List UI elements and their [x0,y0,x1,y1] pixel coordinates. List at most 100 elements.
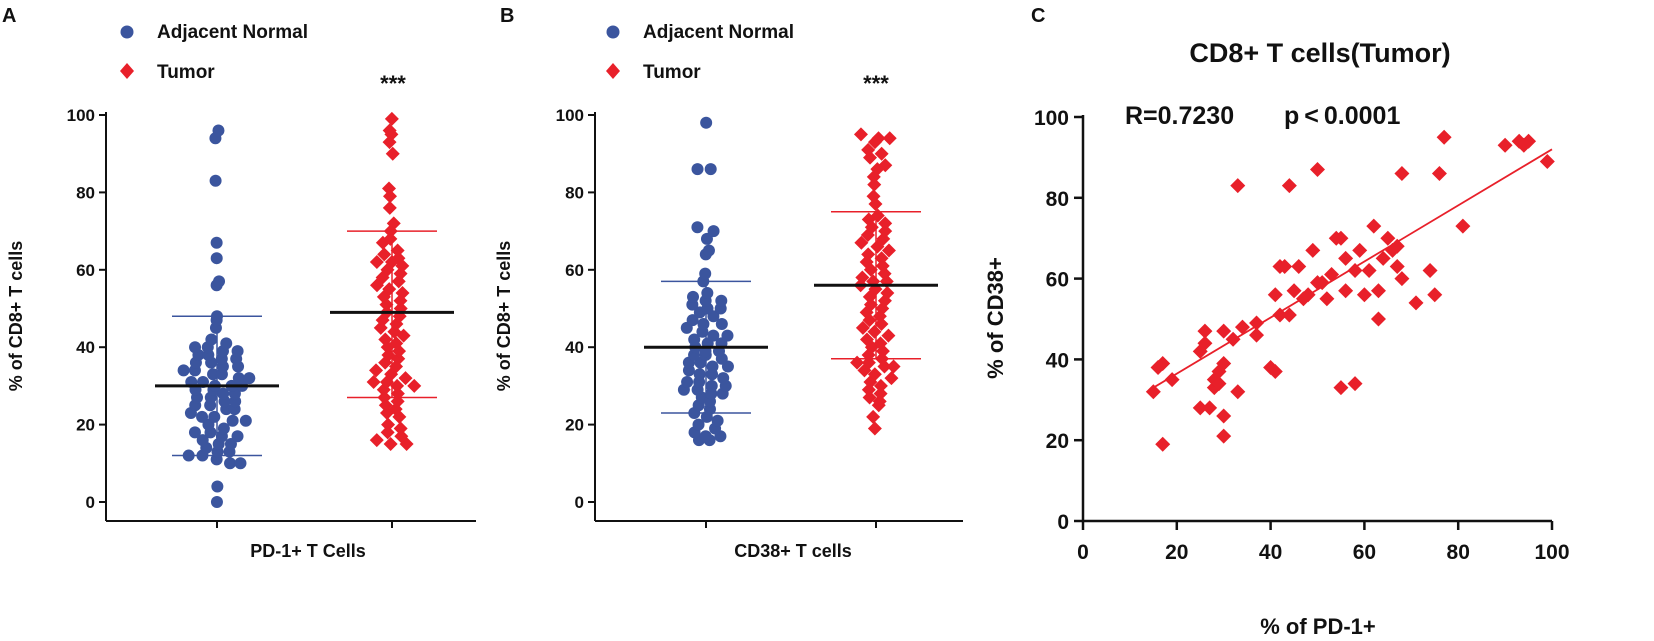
data-point-normal-a [210,310,223,323]
data-point-tumor-c [1436,129,1452,145]
data-point-tumor-b [855,320,870,335]
data-point-tumor-a [382,123,397,138]
x-tick-label-c: 100 [1534,541,1569,564]
panel-a: A Adjacent Normal Tumor *** 0 20 40 60 80 100… [2,5,476,561]
panel-b-legend: Adjacent Normal Tumor [606,22,794,83]
data-point-tumor-c [1539,153,1555,169]
chart-title-c: CD8+ T cells(Tumor) [1189,38,1450,68]
data-point-tumor-c [1164,372,1180,388]
y-axis-label-a: % of CD8+ T cells [6,241,26,392]
data-point-tumor-c [1347,376,1363,392]
y-axis-b: 0 20 40 60 80 100 [556,106,963,528]
data-point-normal-b [687,290,700,303]
data-point-tumor-c [1366,218,1382,234]
panel-letter-c: C [1031,5,1045,27]
data-point-tumor-c [1281,178,1297,194]
data-point-tumor-c [1431,166,1447,182]
data-point-normal-b [715,294,728,307]
data-point-tumor-c [1370,311,1386,327]
data-point-tumor-c [1324,267,1340,283]
data-point-tumor-b [855,270,870,285]
x-tick-label-c: 20 [1165,541,1188,564]
data-point-tumor-a [390,378,405,393]
data-point-tumor-c [1361,263,1377,279]
data-point-normal-a [217,422,230,435]
y-tick-label-c: 100 [1034,107,1069,130]
data-point-normal-a [188,426,201,439]
y-tick-label-a: 40 [76,338,95,357]
data-point-tumor-a [383,231,398,246]
data-point-normal-a [213,275,226,288]
data-point-tumor-b [870,208,885,223]
data-point-tumor-b [866,409,881,424]
y-tick-label-c: 40 [1046,349,1069,372]
data-point-tumor-c [1291,258,1307,274]
data-point-tumor-b [884,371,899,386]
y-tick-label-a: 20 [76,416,95,435]
y-axis-label-b: % of CD8+ T cells [494,241,514,392]
y-tick-label-b: 40 [565,338,584,357]
data-point-normal-b [686,314,699,327]
data-point-normal-b [715,317,728,330]
data-point-tumor-a [407,378,422,393]
data-point-tumor-c [1216,408,1232,424]
panel-letter-a: A [2,5,16,27]
data-point-tumor-b [873,336,888,351]
data-point-normal-b [691,163,704,176]
data-point-tumor-c [1155,355,1171,371]
x-axis-label-b: CD38+ T cells [734,541,852,561]
data-point-tumor-c [1314,275,1330,291]
data-point-tumor-c [1305,242,1321,258]
data-point-normal-a [220,337,233,350]
data-point-tumor-a [398,371,413,386]
data-point-normal-b [691,221,704,234]
data-point-normal-b [705,379,718,392]
data-point-tumor-a [383,436,398,451]
data-point-tumor-b [860,332,875,347]
data-point-tumor-c [1389,258,1405,274]
data-point-normal-a [207,368,220,381]
data-point-tumor-a [369,255,384,270]
data-point-normal-b [707,225,720,238]
data-point-tumor-c [1197,335,1213,351]
data-point-normal-b [700,116,713,129]
data-point-tumor-b [878,158,893,173]
data-point-normal-a [239,414,252,427]
data-point-normal-a [196,434,209,447]
data-point-tumor-a [389,336,404,351]
data-point-tumor-b [871,131,886,146]
data-point-tumor-b [873,378,888,393]
data-point-tumor-a [393,421,408,436]
data-point-tumor-a [386,216,401,231]
legend-normal-label-b: Adjacent Normal [643,22,794,43]
data-point-tumor-c [1216,428,1232,444]
data-point-normal-b [717,372,730,385]
data-point-tumor-a [366,375,381,390]
data-point-tumor-b [873,386,888,401]
legend-normal-label-a: Adjacent Normal [157,22,308,43]
y-tick-label-c: 0 [1057,511,1069,534]
significance-stars-a: *** [380,71,406,96]
x-axis-label-a: PD-1+ T Cells [250,541,366,561]
data-point-tumor-a [384,111,399,126]
data-point-tumor-b [853,127,868,142]
data-point-tumor-c [1455,218,1471,234]
data-point-tumor-a [382,200,397,215]
data-point-tumor-c [1394,271,1410,287]
data-point-tumor-a [369,433,384,448]
data-point-tumor-b [867,177,882,192]
data-point-tumor-c [1521,133,1537,149]
panel-a-legend: Adjacent Normal Tumor [120,22,308,83]
data-point-tumor-a [377,390,392,405]
data-point-normal-a [211,480,224,493]
data-point-normal-b [704,163,717,176]
data-point-normal-b [699,267,712,280]
data-point-normal-a [217,387,230,400]
data-point-tumor-b [886,359,901,374]
data-point-normal-a [177,364,190,377]
data-point-tumor-c [1333,380,1349,396]
legend-tumor-marker-b [606,63,620,79]
data-point-normal-a [212,124,225,137]
data-point-normal-a [182,449,195,462]
